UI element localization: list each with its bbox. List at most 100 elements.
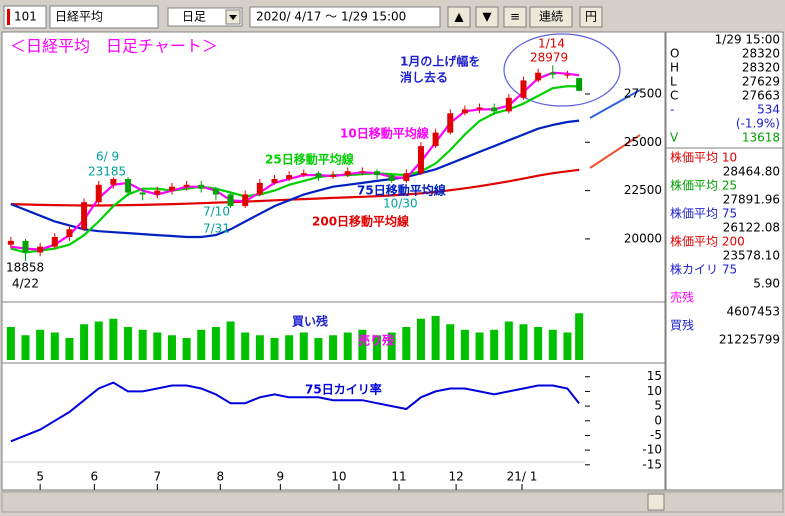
candle-body [359, 171, 366, 173]
candle-body [505, 97, 512, 112]
candle-body [139, 192, 146, 195]
volume-bar [138, 329, 147, 360]
indicator-label: 株価平均 10 [670, 150, 737, 165]
chart-title: ＜日経平均 日足チャート＞ [10, 37, 218, 56]
scroll-thumb[interactable] [647, 493, 665, 511]
y-tick-label: 25000 [624, 135, 662, 149]
volume-bar [431, 316, 440, 360]
candle-body [271, 179, 278, 183]
candle-body [286, 175, 293, 180]
candle-body [535, 72, 542, 81]
info-value: 28320 [742, 47, 780, 61]
candle-body [461, 109, 468, 114]
x-tick-label: 7 [154, 470, 162, 484]
volume-bar [182, 338, 191, 360]
ma-line [10, 71, 580, 251]
volume-bar [211, 327, 220, 360]
x-tick-label: 9 [277, 470, 285, 484]
indicator-label: 株価平均 75 [670, 206, 737, 221]
toolbar-button[interactable] [447, 6, 471, 28]
button-label: 連続 [539, 10, 563, 24]
volume-bar [416, 318, 425, 360]
info-key: C [670, 89, 678, 103]
indicator-value: 27891.96 [723, 193, 780, 207]
y-tick-label: 22500 [624, 183, 662, 197]
info-key: V [670, 131, 679, 145]
balance-label: 買残 [670, 319, 694, 333]
volume-bar [21, 335, 30, 360]
toolbar-button[interactable] [475, 6, 499, 28]
volume-bar [270, 338, 279, 360]
plot-bg [1, 31, 666, 491]
candle-body [66, 229, 73, 237]
candle-body [227, 194, 234, 207]
volume-bar [373, 335, 382, 360]
ma-line [10, 168, 580, 207]
volume-bar [299, 332, 308, 360]
kairi-line [10, 381, 580, 443]
candle-body [22, 240, 29, 253]
annotation: 18858 [6, 261, 44, 275]
x-tick-label: 6 [91, 470, 99, 484]
annotation: 1月の上げ幅を [400, 54, 480, 69]
info-key: L [670, 75, 677, 89]
volume-bar [241, 332, 250, 360]
volume-bar [504, 321, 513, 360]
ma-line [10, 85, 580, 254]
volume-bar [314, 338, 323, 360]
candle-body [168, 186, 175, 191]
scrollbar[interactable] [1, 491, 784, 513]
volume-bar [446, 324, 455, 360]
info-datetime: 1/29 15:00 [715, 33, 780, 47]
candle-body [7, 240, 14, 245]
volume-bar [94, 321, 103, 360]
period-select[interactable] [167, 7, 243, 27]
info-key: - [670, 103, 674, 117]
info-value: 13618 [742, 131, 780, 145]
candle-body [315, 173, 322, 178]
series-label: 25日移動平均線 [265, 152, 354, 167]
candle-body [417, 146, 424, 174]
volume-bar [387, 332, 396, 360]
code-box[interactable] [3, 5, 47, 29]
annotation: 消し去る [400, 70, 448, 85]
series-label: 200日移動平均線 [312, 214, 409, 229]
annotation: 6/ 9 [96, 150, 119, 164]
series-label: 75日移動平均線 [357, 183, 446, 198]
button-label: ≡ [510, 10, 520, 24]
name-box[interactable] [49, 5, 159, 29]
volume-bar [285, 335, 294, 360]
indicator-label: 株価平均 200 [670, 234, 745, 249]
series-label: 10日移動平均線 [340, 126, 429, 141]
toolbar-button[interactable] [579, 6, 603, 28]
kairi-label: 75日カイリ率 [305, 382, 382, 397]
volume-bar [36, 329, 45, 360]
balance-label: 売残 [670, 290, 694, 305]
volume-bar [490, 329, 499, 360]
candle-body [300, 173, 307, 176]
annotation: 23185 [88, 165, 126, 179]
indicator-value: 5.90 [753, 277, 780, 291]
toolbar-button[interactable] [529, 6, 573, 28]
info-value: 27663 [742, 89, 780, 103]
toolbar-button[interactable] [503, 6, 527, 28]
volume-bar [80, 324, 89, 360]
ma-line [10, 119, 580, 239]
x-tick-label: 11 [391, 470, 406, 484]
volume-bar [534, 327, 543, 360]
y-tick-label: 20000 [624, 231, 662, 245]
info-change-pct: (-1.9%) [736, 117, 780, 131]
range-box[interactable] [249, 6, 441, 28]
volume-bar [358, 329, 367, 360]
candle-body [183, 184, 190, 187]
candle-body [549, 72, 556, 75]
candle-body [576, 78, 583, 91]
arrow-icon [229, 15, 237, 20]
indicator-value: 28464.80 [723, 165, 780, 179]
x-tick-label: 10 [331, 470, 346, 484]
annotation: 1/14 [538, 37, 565, 51]
annotation: 7/31 [203, 222, 230, 236]
candle-body [403, 173, 410, 181]
annotation: 7/10 [203, 205, 230, 219]
